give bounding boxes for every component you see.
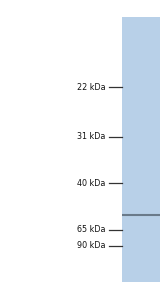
Text: 65 kDa: 65 kDa: [77, 226, 106, 234]
Text: 31 kDa: 31 kDa: [77, 132, 106, 141]
Text: 40 kDa: 40 kDa: [77, 179, 106, 188]
Text: 22 kDa: 22 kDa: [77, 83, 106, 92]
Text: 90 kDa: 90 kDa: [77, 242, 106, 250]
Bar: [122, 17, 160, 282]
